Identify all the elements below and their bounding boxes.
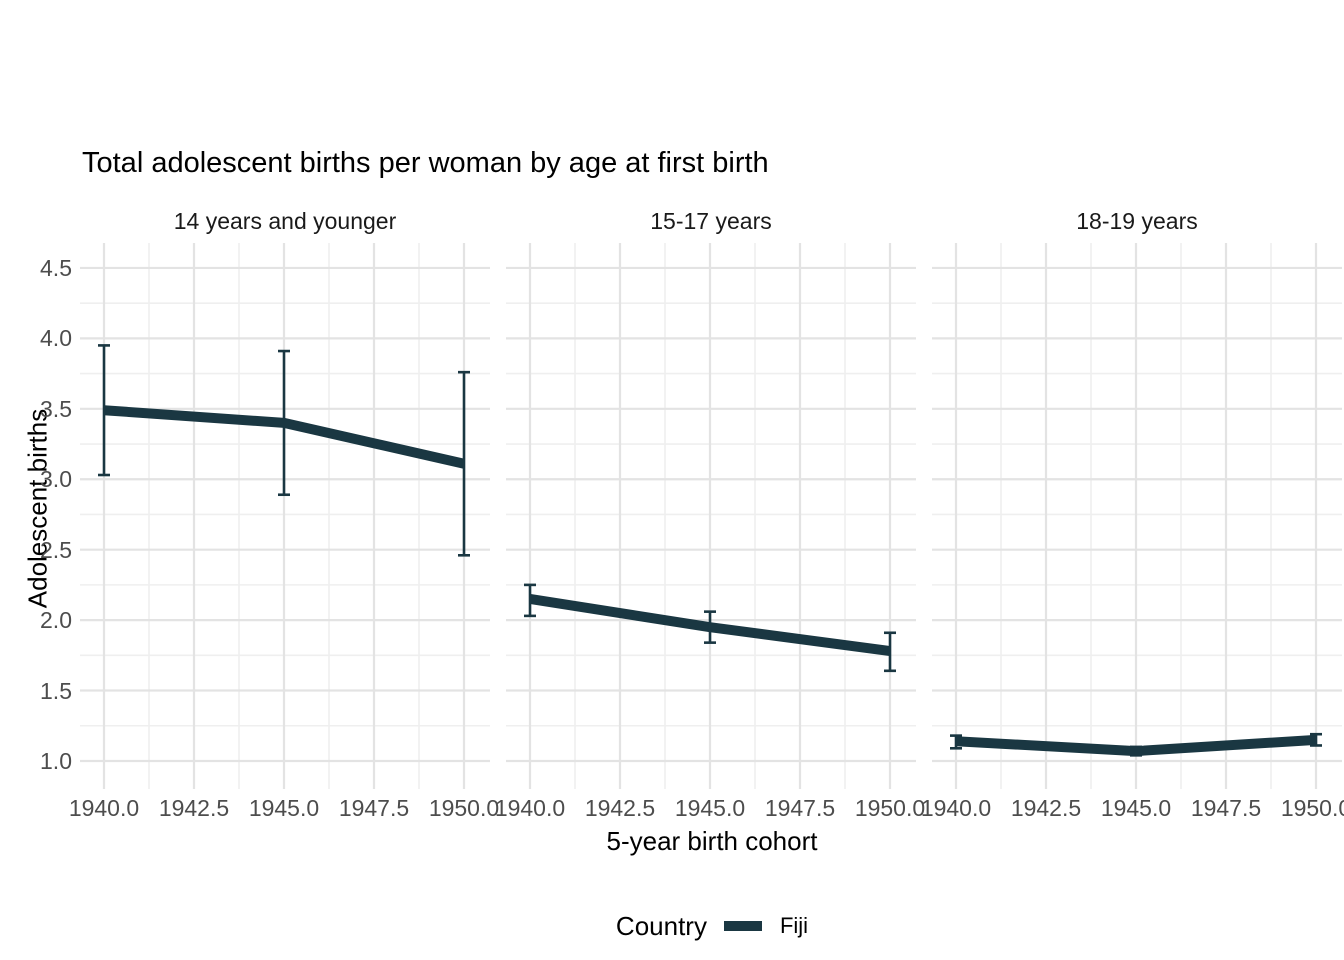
gridlines-major bbox=[506, 243, 916, 789]
x-tick-label: 1950.0 bbox=[428, 795, 500, 821]
series-line bbox=[955, 734, 1317, 757]
x-tick-label: 1950.0 bbox=[1280, 795, 1344, 821]
y-tick-label: 3.5 bbox=[40, 395, 72, 422]
x-tick-label: 1947.5 bbox=[338, 795, 410, 821]
y-tick-label: 2.0 bbox=[40, 607, 72, 634]
y-tick-label: 3.0 bbox=[40, 466, 72, 493]
x-tick-label: 1942.5 bbox=[1010, 795, 1082, 821]
gridlines-major bbox=[932, 243, 1342, 789]
x-tick-label: 1940.0 bbox=[494, 795, 566, 821]
facet-panel bbox=[932, 243, 1342, 789]
x-tick-label: 1947.5 bbox=[1190, 795, 1262, 821]
gridlines-major bbox=[80, 243, 490, 789]
facet-label: 14 years and younger bbox=[173, 208, 397, 234]
x-tick-label: 1942.5 bbox=[584, 795, 656, 821]
facet-panel bbox=[80, 243, 490, 789]
x-tick-label: 1945.0 bbox=[1100, 795, 1172, 821]
facet-label: 18-19 years bbox=[1076, 208, 1198, 234]
series-line bbox=[529, 594, 891, 657]
x-tick-label: 1945.0 bbox=[674, 795, 746, 821]
x-axis-title: 5-year birth cohort bbox=[606, 826, 818, 856]
x-tick-label: 1942.5 bbox=[158, 795, 230, 821]
x-tick-label: 1945.0 bbox=[248, 795, 320, 821]
facet-panel bbox=[506, 243, 916, 789]
x-tick-label: 1947.5 bbox=[764, 795, 836, 821]
legend-item-label: Fiji bbox=[779, 913, 809, 938]
x-tick-label: 1940.0 bbox=[68, 795, 140, 821]
y-tick-label: 1.0 bbox=[40, 747, 72, 774]
legend-line-swatch bbox=[723, 921, 762, 931]
legend: Country Fiji bbox=[80, 905, 1344, 947]
y-tick-label: 2.5 bbox=[40, 536, 72, 563]
chart-title: Total adolescent births per woman by age… bbox=[82, 147, 769, 179]
legend-title: Country bbox=[615, 910, 707, 941]
y-tick-label: 4.0 bbox=[40, 325, 72, 352]
y-tick-label: 1.5 bbox=[40, 677, 72, 704]
y-tick-label: 4.5 bbox=[40, 254, 72, 281]
x-tick-label: 1940.0 bbox=[920, 795, 992, 821]
x-tick-label: 1950.0 bbox=[854, 795, 926, 821]
facet-label: 15-17 years bbox=[650, 208, 772, 234]
series-line bbox=[103, 405, 466, 469]
y-axis-title: Adolescent births bbox=[22, 408, 53, 609]
